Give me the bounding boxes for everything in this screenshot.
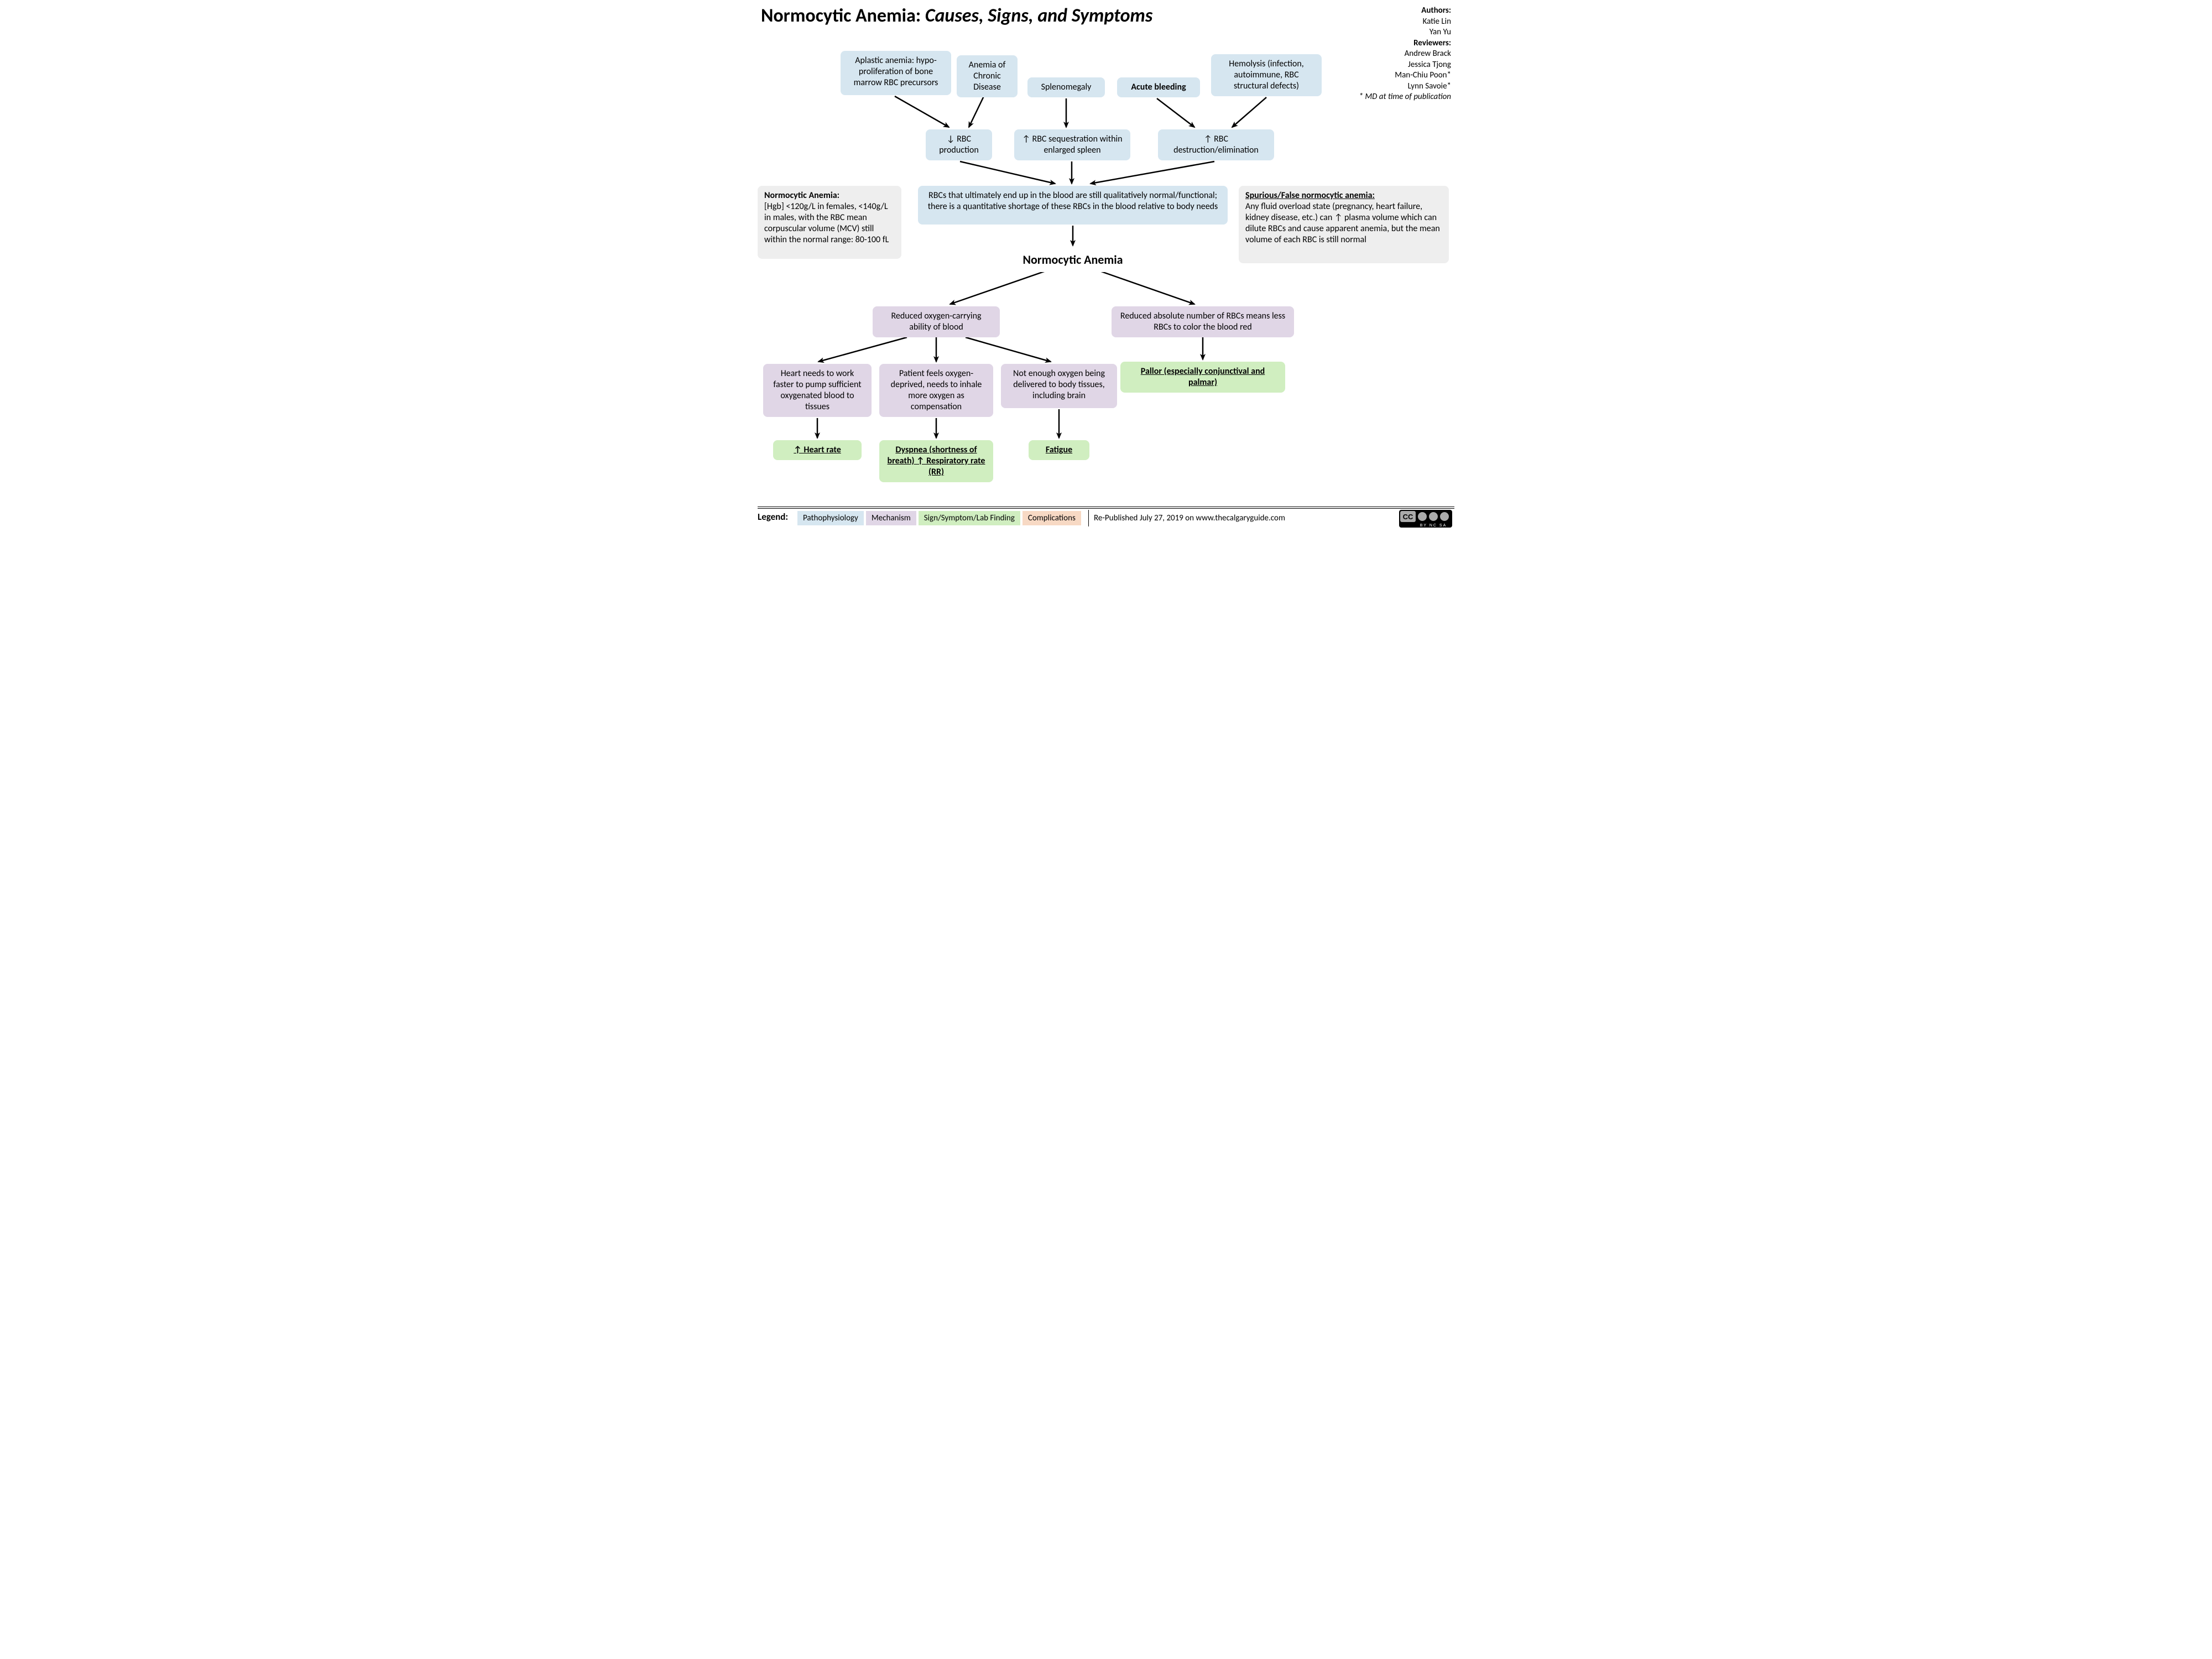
republished-text: Re-Published July 27, 2019 on www.thecal…	[1094, 513, 1285, 523]
node-definition: Normocytic Anemia:[Hgb] <120g/L in femal…	[758, 186, 901, 259]
node-rbcprod: ↓ RBC production	[926, 129, 992, 160]
credits-note: * MD at time of publication	[1359, 92, 1451, 102]
authors-label: Authors	[1421, 6, 1449, 15]
node-reducedRBC: Reduced absolute number of RBCs means le…	[1112, 306, 1294, 337]
reviewer-4: Lynn Savoie*	[1408, 81, 1451, 91]
reviewer-3: Man-Chiu Poon*	[1395, 70, 1451, 80]
node-spurious: Spurious/False normocytic anemia:Any flu…	[1239, 186, 1449, 263]
node-aplastic: Aplastic anemia: hypo-proliferation of b…	[841, 51, 951, 95]
node-heartwork: Heart needs to work faster to pump suffi…	[763, 364, 872, 417]
svg-text:CC: CC	[1403, 513, 1413, 521]
legend-item: Pathophysiology	[797, 511, 864, 525]
legend-item: Mechanism	[866, 511, 916, 525]
node-rbcseq: ↑ RBC sequestration within enlarged sple…	[1014, 129, 1130, 160]
node-reducedO2: Reduced oxygen-carrying ability of blood	[873, 306, 1000, 337]
node-chronic: Anemia of Chronic Disease	[957, 55, 1018, 97]
svg-text:BY NC SA: BY NC SA	[1420, 524, 1447, 528]
author-1: Katie Lin	[1423, 17, 1451, 27]
node-oxydep: Patient feels oxygen-deprived, needs to …	[879, 364, 993, 417]
legend-label: Legend:	[758, 511, 788, 523]
legend-item: Sign/Symptom/Lab Finding	[919, 511, 1020, 525]
page-title: Normocytic Anemia: Causes, Signs, and Sy…	[761, 4, 1152, 27]
node-qualquant: RBCs that ultimately end up in the blood…	[918, 186, 1228, 225]
node-notenough: Not enough oxygen being delivered to bod…	[1001, 364, 1117, 408]
legend-item: Complications	[1022, 511, 1081, 525]
reviewer-1: Andrew Brack	[1405, 49, 1451, 59]
reviewers-label: Reviewers	[1413, 38, 1449, 48]
node-heartrate: ↑ Heart rate	[773, 440, 862, 460]
node-fatigue: Fatigue	[1029, 440, 1089, 460]
node-pallor: Pallor (especially conjunctival and palm…	[1120, 362, 1285, 393]
author-2: Yan Yu	[1430, 27, 1451, 37]
title-italic: Causes, Signs, and Symptoms	[925, 4, 1152, 27]
node-spleno: Splenomegaly	[1027, 77, 1105, 97]
footer-vsep	[1088, 510, 1089, 526]
title-plain: Normocytic Anemia:	[761, 4, 925, 27]
cc-badge: CC BY NC SA	[1399, 510, 1452, 528]
node-rbcdest: ↑ RBC destruction/elimination	[1158, 129, 1274, 160]
reviewer-2: Jessica Tjong	[1408, 60, 1451, 70]
node-centertitle: Normocytic Anemia	[1003, 248, 1142, 272]
node-hemolysis: Hemolysis (infection, autoimmune, RBC st…	[1211, 54, 1322, 96]
footer-rule-2	[758, 508, 1454, 509]
node-bleeding: Acute bleeding	[1117, 77, 1200, 97]
credits-block: Authors: Katie Lin Yan Yu Reviewers: And…	[1359, 6, 1451, 103]
node-dyspnea: Dyspnea (shortness of breath) ↑ Respirat…	[879, 440, 993, 482]
